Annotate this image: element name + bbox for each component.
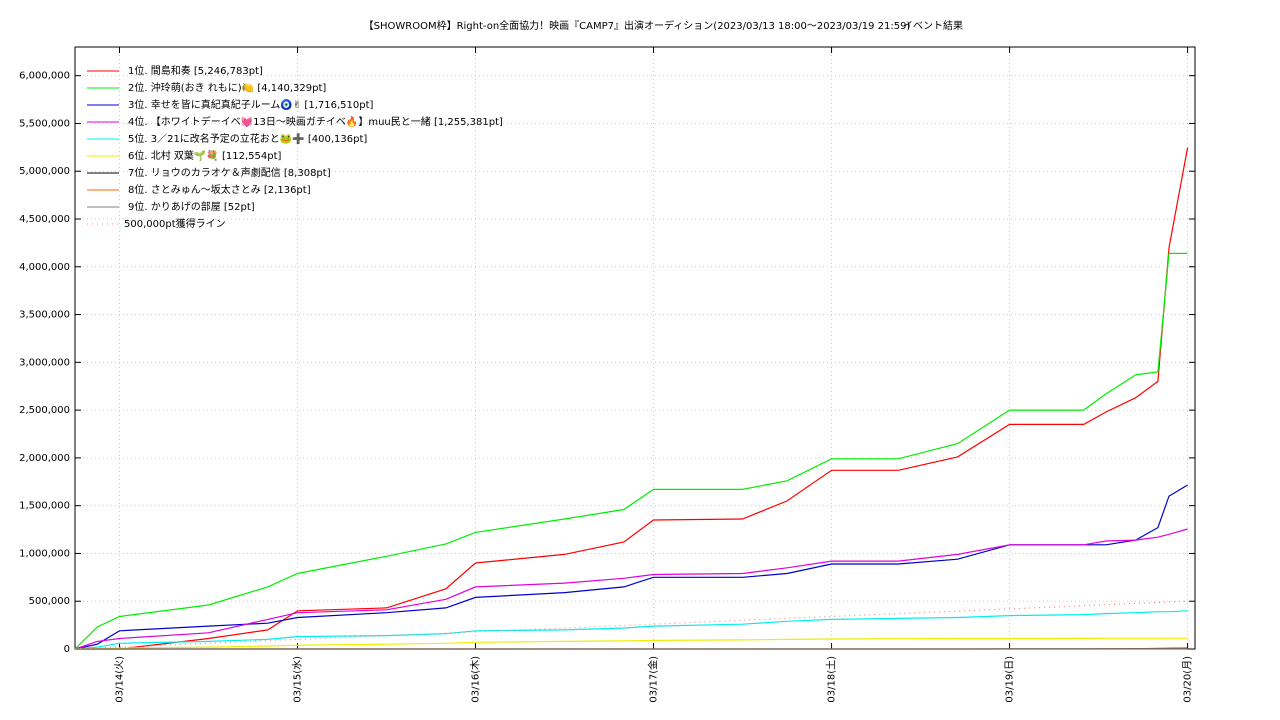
y-tick-label: 2,500,000 xyxy=(19,405,70,416)
legend-label: 7位. リョウのカラオケ＆声劇配信 [8,308pt] xyxy=(128,166,331,179)
y-tick-label: 5,000,000 xyxy=(19,166,70,177)
series-line xyxy=(75,147,1189,650)
chart-subtitle: イベント結果 xyxy=(903,19,963,32)
y-tick-label: 6,000,000 xyxy=(19,71,70,82)
legend-label: 4位. 【ホワイトデーイベ💓13日～映画ガチイベ🔥】muu民と一緒 [1,255… xyxy=(128,115,503,128)
x-tick-label: 03/17(金) xyxy=(647,656,660,703)
legend-label: 1位. 間島和奏 [5,246,783pt] xyxy=(128,64,263,77)
x-tick-label: 03/14(火) xyxy=(114,656,126,703)
series-line xyxy=(74,528,1188,650)
y-tick-label: 4,000,000 xyxy=(19,262,70,273)
x-tick-label: 03/15(水) xyxy=(292,656,304,703)
y-tick-label: 2,000,000 xyxy=(19,453,70,464)
series-line xyxy=(74,484,1188,650)
x-tick-label: 03/19(日) xyxy=(1005,656,1016,703)
y-tick-label: 500,000 xyxy=(29,596,70,607)
legend-label: 5位. 3／21に改名予定の立花おと🐸➕ [400,136pt] xyxy=(128,132,367,145)
y-tick-label: 3,000,000 xyxy=(19,357,70,368)
x-tick-label: 03/20(月) xyxy=(1182,656,1194,703)
y-tick-label: 5,500,000 xyxy=(19,118,70,129)
legend-label: 6位. 北村 双葉🌱💐 [112,554pt] xyxy=(128,149,282,162)
series-line xyxy=(74,252,1188,650)
y-tick-label: 3,500,000 xyxy=(19,310,70,321)
x-tick-label: 03/18(土) xyxy=(825,656,838,703)
legend-label: 9位. かりあげの部屋 [52pt] xyxy=(128,200,255,213)
y-tick-label: 0 xyxy=(64,644,70,655)
y-tick-label: 1,000,000 xyxy=(19,548,70,559)
series-line xyxy=(74,610,1188,650)
chart-title: 【SHOWROOM枠】Right-on全面協力！映画『CAMP7』出演オーディシ… xyxy=(364,19,911,32)
legend-label: 2位. 沖玲萌(おき れもに)🍋 [4,140,329pt] xyxy=(128,81,326,94)
x-tick-label: 03/16(木) xyxy=(470,656,482,703)
series-line xyxy=(74,637,1188,650)
legend-label: 8位. さとみゅん〜坂太さとみ [2,136pt] xyxy=(128,183,311,196)
legend-label: 3位. 幸せを皆に真紀真紀子ルーム🧿✌ [1,716,510pt] xyxy=(128,98,373,111)
y-tick-label: 4,500,000 xyxy=(19,214,70,225)
y-tick-label: 1,500,000 xyxy=(19,501,70,512)
legend-label: 500,000pt獲得ライン xyxy=(124,217,226,230)
